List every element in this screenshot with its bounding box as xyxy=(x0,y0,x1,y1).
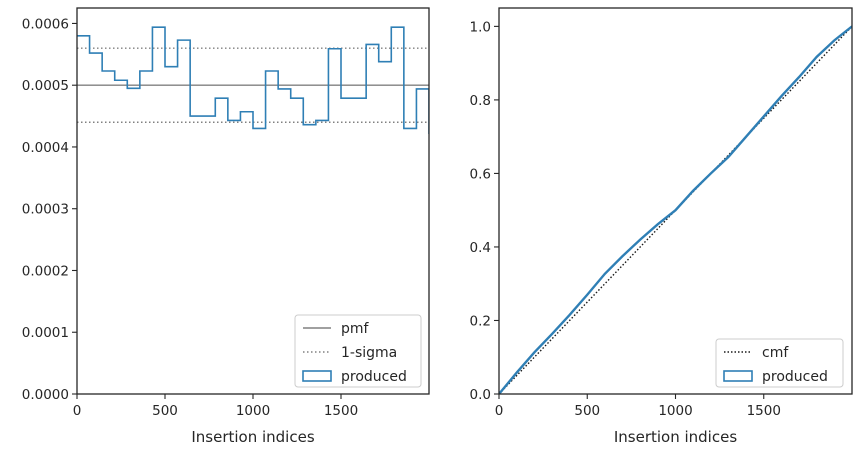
plot-content xyxy=(77,26,429,134)
y-tick-label: 1.0 xyxy=(470,19,491,35)
x-axis-label: Insertion indices xyxy=(191,428,314,446)
x-tick-label: 1500 xyxy=(324,403,358,419)
x-tick-label: 1500 xyxy=(747,403,781,419)
y-tick-label: 0.0000 xyxy=(22,387,69,403)
legend-handle-produced xyxy=(302,370,332,382)
y-tick-label: 0.0 xyxy=(470,387,491,403)
legend-label: pmf xyxy=(341,321,370,337)
cmf-panel: 0 500 1000 1500 0.0 0.2 0.4 0.6 0.8 1.0 Insertion … xyxy=(470,7,853,446)
x-axis-label: Insertion indices xyxy=(614,428,737,446)
x-tick-label: 500 xyxy=(152,403,178,419)
legend-label: cmf xyxy=(762,345,789,361)
pmf-histogram-panel: 0 500 1000 1500 0.0000 0.0001 0.0002 0.0003 0.00… xyxy=(22,7,430,446)
y-tick-label: 0.0005 xyxy=(22,78,69,94)
y-tick-label: 0.0001 xyxy=(22,325,69,341)
legend-label: produced xyxy=(341,369,407,385)
y-tick-label: 0.6 xyxy=(470,166,491,182)
legend: pmf 1-sigma produced xyxy=(294,314,422,388)
y-tick-label: 0.4 xyxy=(470,240,491,256)
y-tick-label: 0.0002 xyxy=(22,263,69,279)
x-tick-label: 0 xyxy=(495,403,504,419)
produced-cumulative-line xyxy=(499,25,852,394)
y-tick-label: 0.0003 xyxy=(22,202,69,218)
legend-handle-produced xyxy=(723,370,753,382)
plot-area xyxy=(499,25,852,394)
legend-label: produced xyxy=(762,369,828,385)
y-tick-label: 0.0004 xyxy=(22,140,69,156)
legend: cmf produced xyxy=(715,338,844,388)
legend-label: 1-sigma xyxy=(341,345,397,361)
y-tick-label: 0.2 xyxy=(470,313,491,329)
plot-content xyxy=(499,25,852,394)
cmf-dotted-line xyxy=(499,25,852,394)
plot-area xyxy=(77,26,429,134)
x-tick-label: 1000 xyxy=(658,403,692,419)
legend-box xyxy=(715,338,844,388)
x-tick-label: 0 xyxy=(73,403,82,419)
y-tick-label: 0.8 xyxy=(470,93,491,109)
x-tick-label: 500 xyxy=(574,403,600,419)
produced-histogram-step xyxy=(77,26,429,134)
x-tick-label: 1000 xyxy=(236,403,270,419)
y-tick-label: 0.0006 xyxy=(22,16,69,32)
legend-box xyxy=(294,314,422,388)
